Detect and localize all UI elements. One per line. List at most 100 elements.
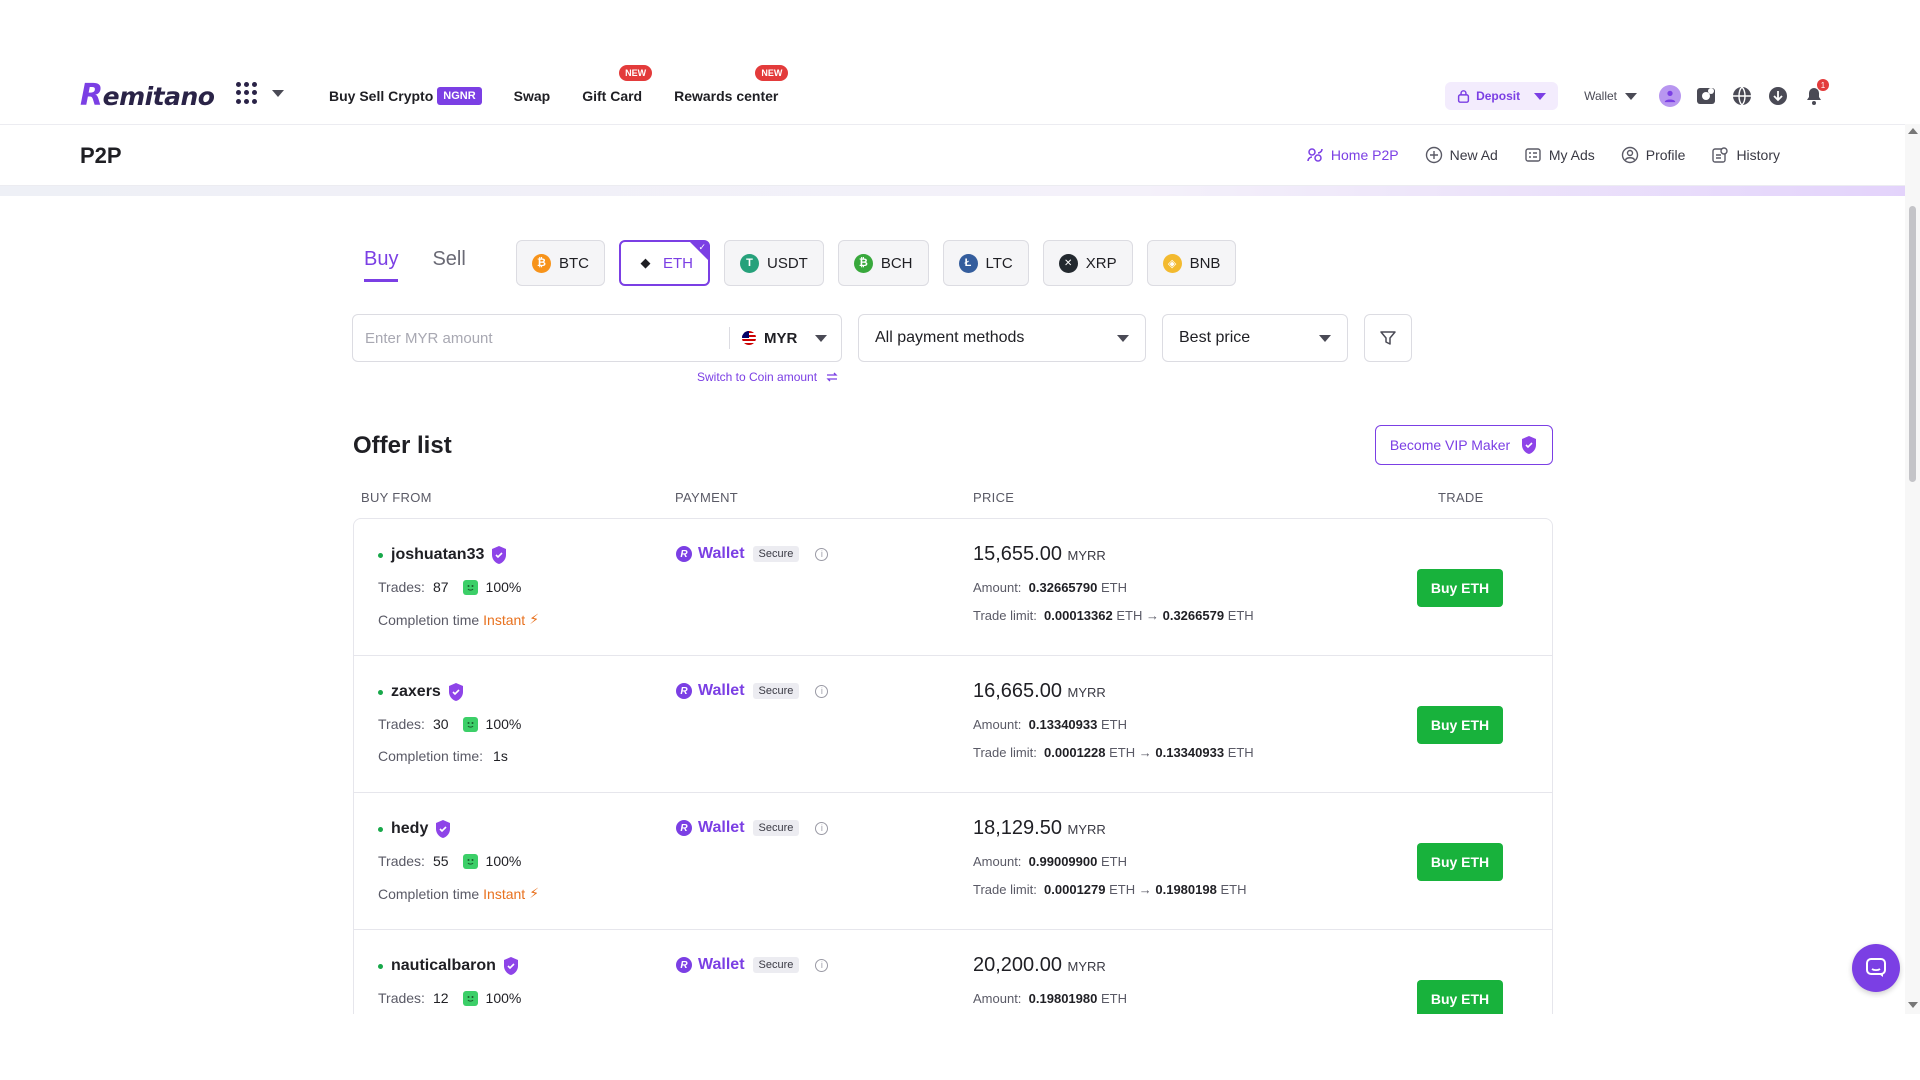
trade-limit: Trade limit: 0.0001228 ETH → 0.13340933 … [973,745,1254,760]
smile-icon [462,716,478,732]
coin-usdt[interactable]: T USDT [724,240,824,286]
coin-btc[interactable]: ₿ BTC [516,240,605,286]
currency-select[interactable]: MYR [730,330,839,347]
table-row: nauticalbaron Trades: 12 100% R Wallet S… [354,930,1552,1014]
info-icon[interactable]: i [815,547,829,561]
user-icon [1664,90,1676,103]
completion-time: Completion time Instant ⚡ [378,885,540,902]
payment-method-select[interactable]: All payment methods [858,314,1146,362]
table-row: hedy Trades: 55 100% Completion time Ins… [354,793,1552,930]
lightning-icon: ⚡ [529,611,540,627]
avatar[interactable] [1659,85,1681,107]
apps-grid-icon [236,82,258,104]
p2p-new-ad-link[interactable]: New Ad [1425,146,1498,164]
offer-filters: MYR All payment methods Best price [352,314,1412,362]
p2p-history-link[interactable]: History [1711,146,1780,164]
offer-price: 20,200.00 MYRR [973,954,1106,976]
bch-icon: ₿ [853,253,873,273]
coin-bnb[interactable]: ◈ BNB [1146,240,1237,286]
scrollbar-thumb[interactable] [1909,206,1916,482]
tab-sell[interactable]: Sell [432,248,466,270]
scroll-up-arrow-icon[interactable] [1908,128,1918,134]
usdt-icon: T [740,253,759,273]
deposit-button[interactable]: Deposit [1445,82,1559,110]
support-chat-button[interactable] [1852,944,1900,992]
new-badge: NEW [755,65,789,81]
notification-bell-icon[interactable]: 1 [1803,79,1829,107]
trader-name[interactable]: nauticalbaron [378,956,520,976]
p2p-profile-link[interactable]: Profile [1621,146,1685,164]
chevron-down-icon [272,89,284,97]
info-icon[interactable]: i [815,958,829,972]
download-icon[interactable] [1767,85,1789,107]
coin-bch[interactable]: ₿ BCH [837,240,929,286]
funnel-icon [1380,331,1396,345]
scroll-down-arrow-icon[interactable] [1908,1002,1918,1008]
trader-name[interactable]: hedy [378,819,452,839]
filter-button[interactable] [1364,314,1412,362]
coin-ltc[interactable]: Ł LTC [942,240,1029,286]
chevron-down-icon [1117,334,1129,342]
offer-amount: Amount: 0.19801980 ETH [973,991,1127,1006]
secure-badge: Secure [752,957,800,973]
chat-icon [1866,958,1886,977]
buy-eth-button[interactable]: Buy ETH [1417,980,1503,1014]
column-buy-from: BUY FROM [361,490,432,505]
remitano-wallet-icon: R [676,957,692,973]
page-title: P2P [80,143,122,168]
trade-stats: Trades: 55 100% [378,853,522,869]
trader-name[interactable]: zaxers [378,682,465,702]
nav-gift-card[interactable]: Gift Card NEW [582,65,653,105]
become-vip-maker-button[interactable]: Become VIP Maker [1375,425,1553,465]
nav-rewards-center[interactable]: Rewards center NEW [674,65,789,105]
chevron-down-icon [1625,92,1637,100]
globe-icon[interactable] [1731,85,1753,107]
main-content: Buy Sell ₿ BTC ◆ ETH ✓ T USDT ₿ BCH Ł LT… [0,196,1905,1014]
header-divider [0,186,1905,196]
coin-eth[interactable]: ◆ ETH ✓ [619,240,710,286]
buy-eth-button[interactable]: Buy ETH [1417,569,1503,607]
lightning-icon: ⚡ [529,885,540,901]
offer-price: 15,655.00 MYRR [973,543,1106,565]
p2p-my-ads-link[interactable]: My Ads [1524,146,1595,164]
remitano-wallet-icon: R [676,546,692,562]
smile-icon [462,853,478,869]
ngnr-pill: NGNR [437,87,482,105]
tab-buy[interactable]: Buy [364,248,399,282]
trade-stats: Trades: 30 100% [378,716,522,732]
info-icon[interactable]: i [815,684,829,698]
header-actions: Deposit Wallet 1 [1445,79,1829,110]
plus-circle-icon [1425,146,1442,164]
payment-method: R Wallet Secure i [676,682,829,700]
p2p-home-link[interactable]: Home P2P [1306,146,1399,164]
sort-select[interactable]: Best price [1162,314,1348,362]
buy-eth-button[interactable]: Buy ETH [1417,843,1503,881]
apps-menu-button[interactable] [236,82,284,104]
offer-amount: Amount: 0.99009900 ETH [973,854,1127,869]
verified-shield-icon [448,683,463,701]
trader-name[interactable]: joshuatan33 [378,545,508,565]
coin-xrp[interactable]: ✕ XRP [1042,240,1133,286]
info-icon[interactable]: i [815,821,829,835]
wallet-dropdown[interactable]: Wallet [1584,89,1637,103]
online-status-icon [378,689,383,695]
xrp-icon: ✕ [1058,253,1078,273]
notification-count: 1 [1817,79,1829,91]
shield-check-icon [1522,436,1537,454]
trade-stats: Trades: 87 100% [378,579,522,595]
secure-badge: Secure [752,546,800,562]
nav-swap[interactable]: Swap [513,88,551,104]
remitano-logo[interactable]: Remitano [80,78,215,113]
switch-to-coin-amount-link[interactable]: Switch to Coin amount [697,370,839,384]
amount-input[interactable] [353,323,729,353]
verified-shield-icon [503,957,518,975]
trade-limit: Trade limit: 0.0001279 ETH → 0.1980198 E… [973,882,1247,897]
table-row: zaxers Trades: 30 100% Completion time: … [354,656,1552,793]
p2p-menu: Home P2P New Ad My Ads Profile History [1306,146,1780,164]
scrollbar-track[interactable] [1905,124,1920,1014]
nav-buy-sell-crypto[interactable]: Buy Sell Crypto NGNR [329,87,482,105]
buy-eth-button[interactable]: Buy ETH [1417,706,1503,744]
payment-method: R Wallet Secure i [676,956,829,974]
rewards-icon[interactable] [1695,85,1717,107]
remitano-wallet-icon: R [676,820,692,836]
